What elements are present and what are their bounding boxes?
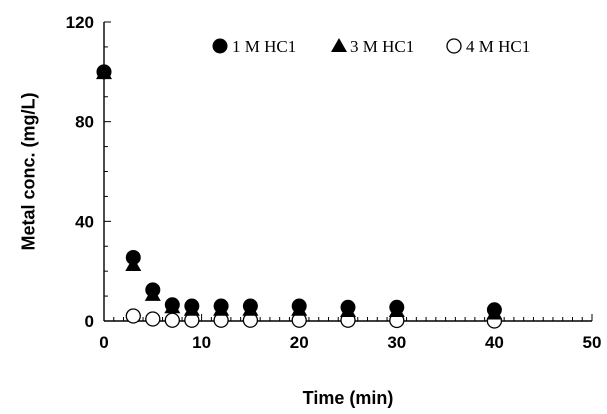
- legend-marker: [446, 38, 462, 54]
- legend-marker: [212, 38, 228, 54]
- legend: 1 M HC1 3 M HC1 4 M HC1: [212, 37, 530, 56]
- data-point: [486, 302, 502, 318]
- x-tick-label: 50: [583, 333, 602, 352]
- x-axis-title: Time (min): [303, 388, 394, 408]
- data-point: [184, 298, 200, 314]
- x-tick-label: 0: [99, 333, 108, 352]
- legend-marker: [331, 38, 347, 52]
- legend-label: 3 M HC1: [350, 37, 414, 56]
- y-tick-label: 120: [66, 13, 94, 32]
- data-point: [125, 249, 141, 265]
- data-point: [145, 282, 161, 298]
- axes: [103, 22, 592, 322]
- x-tick-label: 20: [290, 333, 309, 352]
- legend-label: 1 M HC1: [232, 37, 296, 56]
- data-point: [164, 312, 180, 328]
- data-point: [96, 64, 112, 80]
- x-tick-label: 40: [485, 333, 504, 352]
- data-point: [125, 308, 141, 324]
- data-point: [164, 297, 180, 313]
- series-filled-triangle: [96, 65, 503, 320]
- legend-label: 4 M HC1: [466, 37, 530, 56]
- x-tick-label: 30: [387, 333, 406, 352]
- data-point: [242, 298, 258, 314]
- data-point: [291, 298, 307, 314]
- data-point: [389, 299, 405, 315]
- data-point: [340, 299, 356, 315]
- series-filled-circle: [96, 64, 502, 318]
- y-tick-label: 40: [75, 212, 94, 231]
- y-tick-label: 0: [85, 312, 94, 331]
- data-point: [213, 298, 229, 314]
- y-axis-title: Metal conc. (mg/L): [18, 92, 38, 250]
- data-point: [145, 311, 161, 327]
- tick-labels: 0 10 20 30 40 50 0 40 80 120: [66, 13, 602, 352]
- data-points: [96, 64, 503, 329]
- y-tick-label: 80: [75, 113, 94, 132]
- x-tick-label: 10: [192, 333, 211, 352]
- ticks: [103, 21, 593, 322]
